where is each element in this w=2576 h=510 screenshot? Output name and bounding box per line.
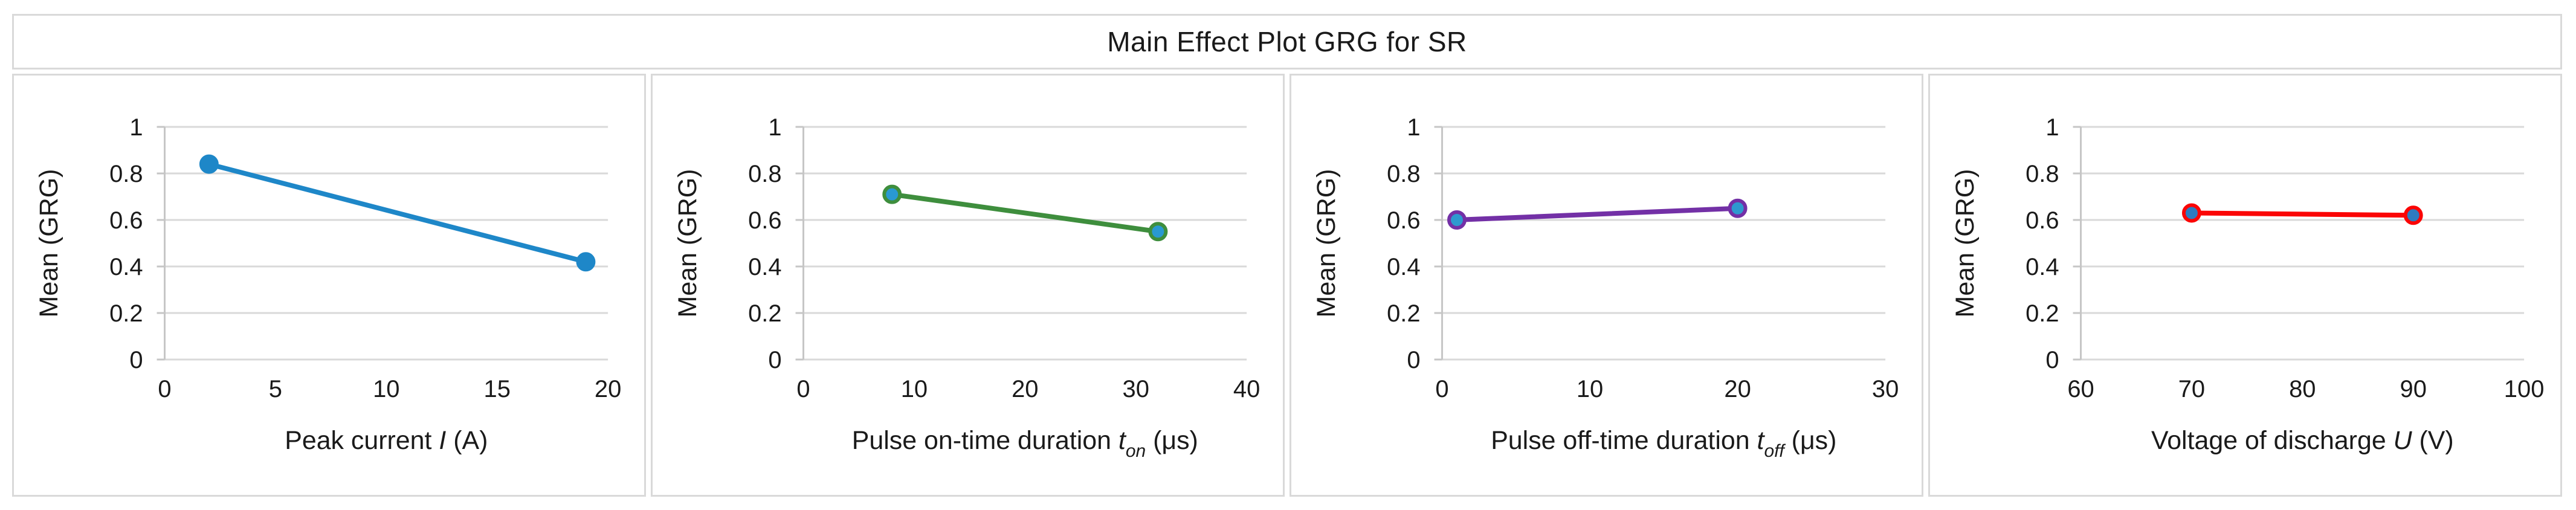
y-tick-label: 0 [768, 347, 781, 373]
y-tick-label: 1 [1407, 114, 1420, 141]
chart-canvas-pulse-off-time: 0 0.2 0.4 0.6 0.8 1 Mean (GRG) 0 10 20 30 Pulse off… [1312, 114, 1899, 461]
y-tick-label: 0 [2045, 347, 2059, 373]
data-point-marker [1728, 198, 1748, 218]
y-tick-label: 0 [1407, 347, 1420, 373]
x-tick-label: 30 [1872, 376, 1899, 402]
y-tick-label: 0.6 [748, 207, 781, 234]
x-tick-label: 60 [2067, 376, 2094, 402]
y-tick-label: 1 [768, 114, 781, 141]
chart-box-pulse-on-time: 0 0.2 0.4 0.6 0.8 1 Mean (GRG) 0 10 20 30 40 Pulse o… [651, 74, 1285, 497]
x-tick-label: 0 [1435, 376, 1448, 402]
y-tick-label: 1 [2045, 114, 2059, 141]
y-tick-label: 0.2 [1387, 300, 1420, 327]
data-point-marker [1148, 222, 1168, 242]
y-tick-label: 0.2 [2026, 300, 2059, 327]
x-tick-label: 20 [1724, 376, 1751, 402]
series-line [2189, 210, 2416, 218]
chart-box-peak-current: 0 0.2 0.4 0.6 0.8 1 Mean (GRG) 0 5 10 15 20 Peak cur… [12, 74, 646, 497]
x-tick-label: 10 [1577, 376, 1603, 402]
y-tick-label: 0.6 [1387, 207, 1420, 234]
x-axis-title: Pulse on-time duration ton (μs) [852, 426, 1198, 461]
y-tick-label: 0.6 [2026, 207, 2059, 234]
y-tick-label: 1 [129, 114, 143, 141]
y-axis-title: Mean (GRG) [1951, 169, 1980, 318]
x-axis-title-segment: (μs) [1784, 426, 1837, 455]
x-tick-label: 100 [2504, 376, 2545, 402]
chart-title: Main Effect Plot GRG for SR [1107, 26, 1467, 57]
x-axis-title-segment: (V) [2412, 426, 2454, 455]
x-axis-title-segment: U [2394, 426, 2413, 455]
data-point-marker [882, 184, 902, 204]
x-tick-label: 20 [1012, 376, 1038, 402]
y-tick-label: 0 [129, 347, 143, 373]
x-axis-title-segment: Pulse off-time duration [1491, 426, 1757, 455]
x-tick-label: 20 [595, 376, 621, 402]
data-point-marker [199, 154, 219, 174]
x-axis-title: Peak current I (A) [285, 426, 488, 455]
x-axis-title-segment: (A) [446, 426, 488, 455]
chart-canvas-voltage-discharge: 0 0.2 0.4 0.6 0.8 1 Mean (GRG) 60 70 80 90 100 Volta… [1951, 114, 2545, 455]
x-axis-title-segment: t [1757, 426, 1766, 455]
y-tick-label: 0.4 [2026, 254, 2059, 280]
y-tick-label: 0.2 [109, 300, 143, 327]
series-line [206, 161, 589, 265]
x-axis-title-segment: Voltage of discharge [2151, 426, 2394, 455]
y-tick-label: 0.4 [1387, 254, 1420, 280]
y-tick-label: 0.4 [109, 254, 143, 280]
x-axis-title-segment: t [1119, 426, 1127, 455]
y-tick-label: 0.4 [748, 254, 781, 280]
x-tick-label: 70 [2178, 376, 2205, 402]
y-tick-label: 0.8 [2026, 161, 2059, 187]
x-tick-label: 40 [1233, 376, 1260, 402]
x-tick-label: 15 [484, 376, 511, 402]
x-tick-label: 0 [158, 376, 171, 402]
x-axis-title-segment: I [439, 426, 446, 455]
y-axis-title: Mean (GRG) [1312, 169, 1341, 318]
subplot-row: 0 0.2 0.4 0.6 0.8 1 Mean (GRG) 0 5 10 15 20 Peak cur… [12, 74, 2562, 497]
x-axis-title-subscript: on [1126, 441, 1146, 461]
x-tick-label: 80 [2289, 376, 2316, 402]
data-point-marker [576, 252, 596, 272]
chart-box-voltage-discharge: 0 0.2 0.4 0.6 0.8 1 Mean (GRG) 60 70 80 90 100 Volta… [1928, 74, 2562, 497]
y-axis-title: Mean (GRG) [34, 169, 63, 318]
x-axis-title: Voltage of discharge U (V) [2151, 426, 2454, 455]
y-axis-title: Mean (GRG) [673, 169, 702, 318]
series-line [889, 192, 1161, 234]
x-tick-label: 90 [2400, 376, 2427, 402]
x-axis-title-segment: Peak current [285, 426, 439, 455]
x-tick-label: 30 [1123, 376, 1149, 402]
x-axis-title-subscript: off [1764, 441, 1786, 461]
y-tick-label: 0.8 [1387, 161, 1420, 187]
data-point-marker [1447, 210, 1467, 230]
chart-title-box: Main Effect Plot GRG for SR [12, 14, 2562, 69]
chart-box-pulse-off-time: 0 0.2 0.4 0.6 0.8 1 Mean (GRG) 0 10 20 30 Pulse off… [1290, 74, 1923, 497]
data-point-marker [2181, 203, 2201, 223]
x-axis-title-segment: Pulse on-time duration [852, 426, 1119, 455]
x-axis-title-segment: (μs) [1146, 426, 1198, 455]
y-tick-label: 0.8 [109, 161, 143, 187]
y-tick-label: 0.8 [748, 161, 781, 187]
x-tick-label: 10 [373, 376, 399, 402]
series-line [1454, 205, 1740, 222]
x-tick-label: 5 [269, 376, 282, 402]
x-tick-label: 0 [796, 376, 810, 402]
chart-canvas-peak-current: 0 0.2 0.4 0.6 0.8 1 Mean (GRG) 0 5 10 15 20 Peak cur… [34, 114, 621, 455]
chart-canvas-pulse-on-time: 0 0.2 0.4 0.6 0.8 1 Mean (GRG) 0 10 20 30 40 Pulse o… [673, 114, 1260, 461]
x-axis-title: Pulse off-time duration toff (μs) [1491, 426, 1836, 461]
y-tick-label: 0.6 [109, 207, 143, 234]
x-tick-label: 10 [901, 376, 928, 402]
data-point-marker [2403, 205, 2423, 225]
y-tick-label: 0.2 [748, 300, 781, 327]
